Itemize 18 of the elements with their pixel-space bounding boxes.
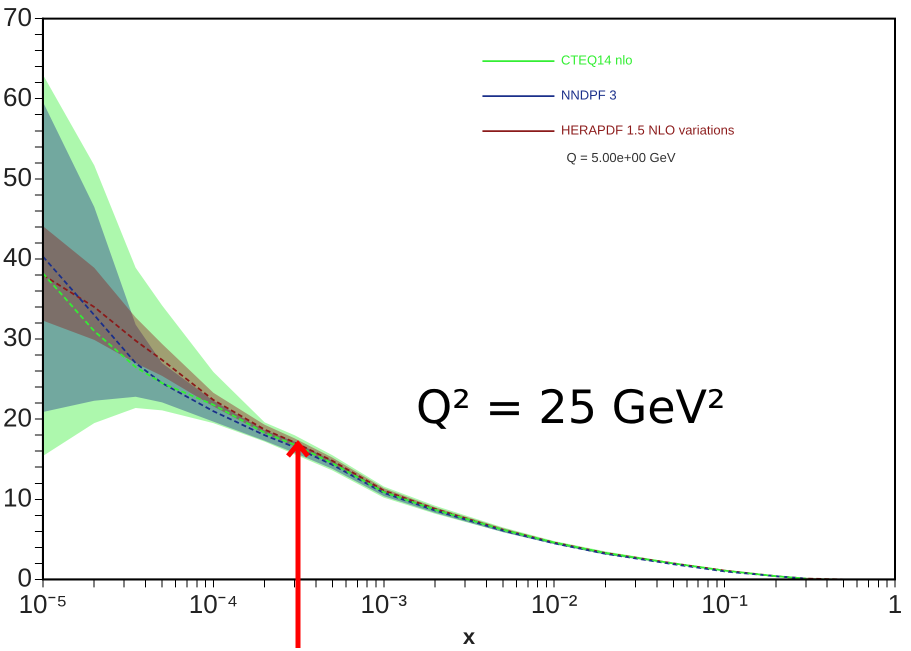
x-tick-label: 10⁻³ xyxy=(360,589,408,620)
y-tick-label: 40 xyxy=(3,242,32,272)
x-axis-title: x xyxy=(462,624,476,649)
x-tick-label: 10⁻¹ xyxy=(701,589,748,620)
x-tick-label: 10⁻² xyxy=(530,589,578,620)
annotation: Q = 5.00e+00 GeV xyxy=(566,150,676,165)
y-tick-label: 20 xyxy=(3,402,32,432)
y-tick-label: 50 xyxy=(3,162,32,192)
text: HERAPDF 1.5 NLO variations xyxy=(560,122,735,138)
y-tick-label: 30 xyxy=(3,322,32,352)
y-tick-label: 70 xyxy=(3,2,32,32)
text: NNDPF 3 xyxy=(560,88,617,103)
x-tick-label: 10⁻⁴ xyxy=(188,589,238,620)
annotation: Q² = 25 GeV² xyxy=(416,380,726,434)
y-tick-label: 10 xyxy=(3,482,32,512)
x-tick-label: 1 xyxy=(888,589,902,620)
y-tick-label: 60 xyxy=(3,82,32,112)
text: CTEQ14 nlo xyxy=(560,52,632,68)
